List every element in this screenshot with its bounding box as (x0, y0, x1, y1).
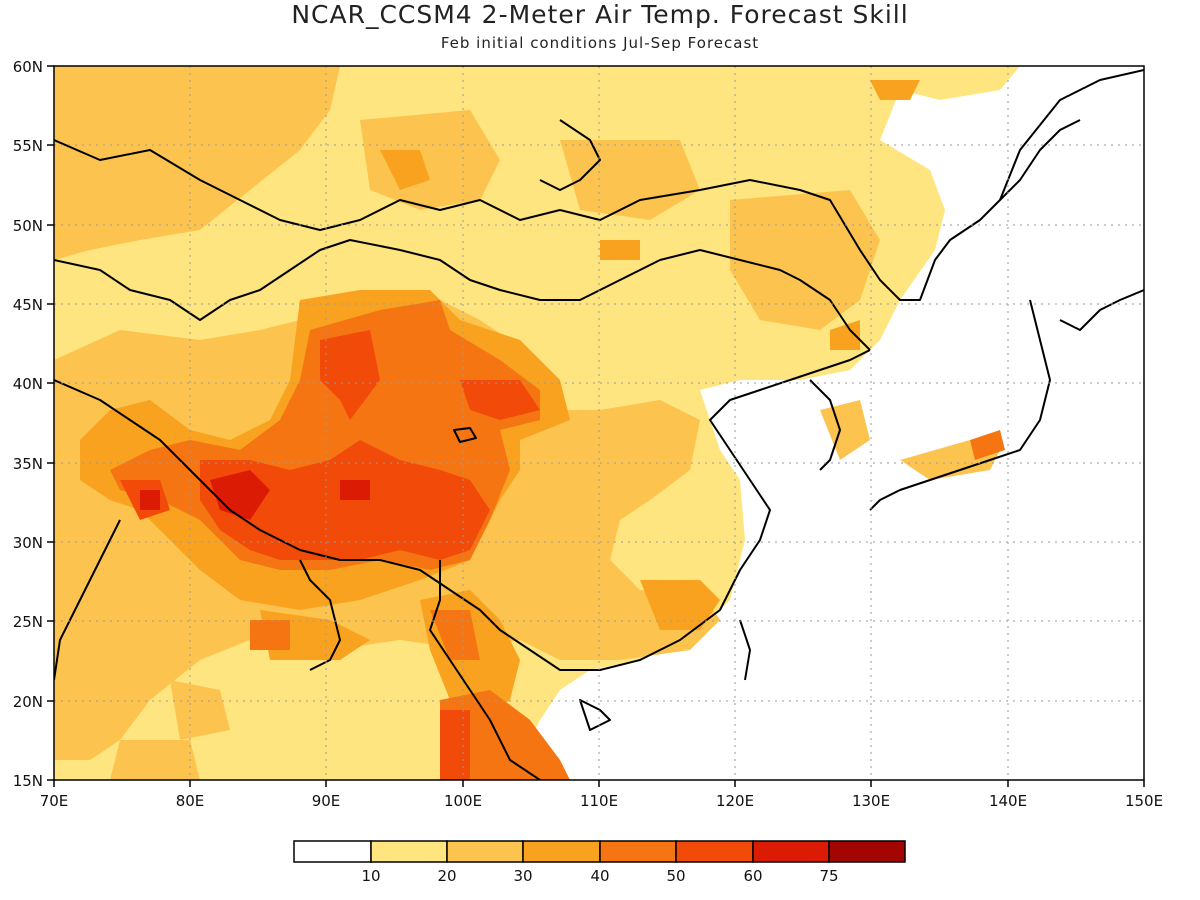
lon-label-110e: 110E (580, 792, 618, 810)
lon-label-90e: 90E (312, 792, 341, 810)
lat-label-45n: 45N (13, 296, 43, 314)
colorbar-swatch-1 (370, 840, 448, 863)
colorbar: 10 20 30 40 50 60 75 (293, 840, 906, 885)
gridlines (54, 66, 1144, 780)
colorbar-label-20: 20 (437, 867, 456, 885)
longitude-labels: 70E 80E 90E 100E 110E 120E 130E 140E 150… (40, 792, 1163, 810)
colorbar-swatch-3 (522, 840, 601, 863)
axis-ticks (47, 65, 1145, 787)
colorbar-swatch-2 (446, 840, 524, 863)
colorbar-label-60: 60 (743, 867, 762, 885)
colorbar-swatch-7 (828, 840, 906, 863)
lat-label-50n: 50N (13, 217, 43, 235)
colorbar-label-40: 40 (590, 867, 609, 885)
lat-label-25n: 25N (13, 613, 43, 631)
lat-label-40n: 40N (13, 375, 43, 393)
coastlines-borders (54, 69, 1144, 780)
lon-label-80e: 80E (176, 792, 205, 810)
lon-label-150e: 150E (1125, 792, 1163, 810)
colorbar-label-30: 30 (513, 867, 532, 885)
lat-label-55n: 55N (13, 137, 43, 155)
lat-label-30n: 30N (13, 534, 43, 552)
lon-label-100e: 100E (444, 792, 482, 810)
skill-level-60-75 (140, 470, 370, 520)
colorbar-swatch-0 (293, 840, 372, 863)
lat-label-20n: 20N (13, 693, 43, 711)
colorbar-label-10: 10 (361, 867, 380, 885)
lat-label-15n: 15N (13, 772, 43, 790)
colorbar-swatch-4 (599, 840, 677, 863)
map-title: NCAR_CCSM4 2-Meter Air Temp. Forecast Sk… (291, 0, 909, 29)
skill-shading (54, 66, 1144, 780)
colorbar-swatch-5 (675, 840, 754, 863)
colorbar-swatch-6 (752, 840, 830, 863)
lat-label-35n: 35N (13, 455, 43, 473)
colorbar-label-75: 75 (819, 867, 838, 885)
colorbar-label-50: 50 (666, 867, 685, 885)
lon-label-130e: 130E (852, 792, 890, 810)
lat-label-60n: 60N (13, 58, 43, 76)
lon-label-120e: 120E (716, 792, 754, 810)
latitude-labels: 60N 55N 50N 45N 40N 35N 30N 25N 20N 15N (13, 58, 43, 790)
map-subtitle: Feb initial conditions Jul-Sep Forecast (440, 34, 760, 52)
lon-label-140e: 140E (989, 792, 1027, 810)
lon-label-70e: 70E (40, 792, 69, 810)
